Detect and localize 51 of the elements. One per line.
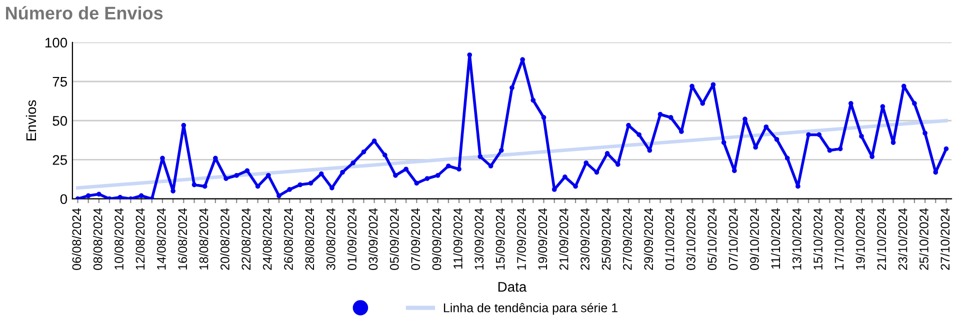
x-tick-label: 23/09/2024 bbox=[580, 208, 590, 270]
x-tick-label: 17/09/2024 bbox=[516, 208, 526, 270]
x-tick-label: 01/10/2024 bbox=[665, 208, 674, 270]
x-tick-label: 10/08/2024 bbox=[114, 208, 124, 270]
x-axis-title: Data bbox=[498, 282, 527, 292]
x-tick-label: 26/08/2024 bbox=[284, 208, 293, 270]
x-tick-label: 27/09/2024 bbox=[622, 208, 632, 270]
x-tick-label: 12/08/2024 bbox=[135, 208, 145, 270]
x-tick-label: 05/09/2024 bbox=[390, 208, 399, 270]
x-tick-label: 28/08/2024 bbox=[304, 208, 314, 270]
x-tick-label: 13/10/2024 bbox=[792, 208, 802, 270]
x-tick-label: 07/10/2024 bbox=[728, 208, 738, 270]
x-tick-label: 23/10/2024 bbox=[898, 208, 908, 270]
x-tick-label: 09/09/2024 bbox=[432, 208, 442, 270]
x-tick-label: 18/08/2024 bbox=[199, 208, 208, 270]
y-tick-label: 50 bbox=[52, 116, 68, 126]
x-tick-label: 16/08/2024 bbox=[178, 208, 188, 270]
x-tick-label: 25/09/2024 bbox=[601, 208, 611, 270]
x-tick-label: 19/10/2024 bbox=[856, 208, 865, 270]
x-tick-label: 22/08/2024 bbox=[241, 208, 251, 270]
y-axis-title: Envios bbox=[26, 100, 36, 140]
x-tick-label: 06/08/2024 bbox=[72, 208, 82, 270]
y-tick-label: 25 bbox=[52, 155, 68, 165]
x-tick-label: 29/09/2024 bbox=[644, 208, 654, 270]
x-tick-label: 03/09/2024 bbox=[368, 208, 378, 270]
y-tick-label: 75 bbox=[52, 76, 68, 87]
x-tick-label: 13/09/2024 bbox=[474, 208, 484, 270]
x-tick-label: 21/09/2024 bbox=[559, 208, 568, 270]
x-tick-label: 19/09/2024 bbox=[538, 208, 548, 270]
x-tick-label: 08/08/2024 bbox=[93, 208, 102, 270]
x-tick-label: 11/10/2024 bbox=[770, 208, 780, 269]
x-tick-label: 27/10/2024 bbox=[940, 208, 950, 270]
chart-title: Número de Envios bbox=[6, 6, 163, 20]
x-tick-label: 05/10/2024 bbox=[707, 208, 717, 270]
y-tick-label: 0 bbox=[60, 194, 68, 204]
x-tick-label: 30/08/2024 bbox=[326, 208, 336, 270]
x-tick-label: 21/10/2024 bbox=[876, 208, 886, 270]
x-tick-label: 25/10/2024 bbox=[919, 208, 928, 270]
x-tick-label: 15/09/2024 bbox=[496, 208, 505, 270]
x-tick-label: 15/10/2024 bbox=[813, 208, 822, 270]
legend-label: Linha de tendência para série 1 bbox=[444, 302, 618, 315]
x-tick-label: 20/08/2024 bbox=[220, 208, 230, 270]
x-tick-label: 03/10/2024 bbox=[686, 208, 696, 270]
x-tick-label: 11/09/2024 bbox=[453, 208, 462, 269]
y-tick-label: 100 bbox=[45, 38, 68, 48]
x-tick-label: 09/10/2024 bbox=[750, 208, 759, 270]
x-tick-label: 07/09/2024 bbox=[410, 208, 420, 270]
x-tick-label: 01/09/2024 bbox=[347, 208, 356, 270]
x-tick-label: 14/08/2024 bbox=[156, 208, 166, 270]
x-tick-label: 17/10/2024 bbox=[834, 208, 844, 270]
x-tick-label: 24/08/2024 bbox=[262, 208, 272, 270]
